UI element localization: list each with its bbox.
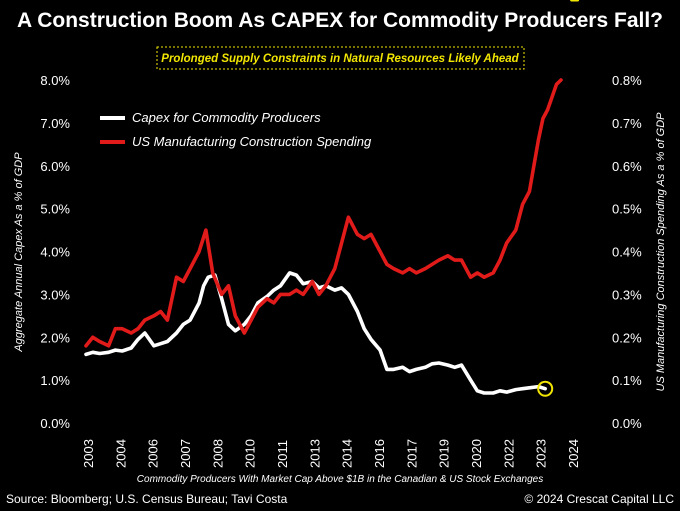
y-left-tick-label: 4.0% — [40, 245, 70, 260]
y-left-tick-label: 0.0% — [40, 416, 70, 431]
x-tick-label: 2011 — [275, 440, 290, 468]
y-left-tick-label: 3.0% — [40, 287, 70, 302]
y-right-tick-label: 0.3% — [612, 287, 642, 302]
subtitle-box — [156, 46, 525, 70]
y-right-tick-label: 0.0% — [612, 416, 642, 431]
x-tick-label: 2007 — [178, 439, 193, 468]
chart-subtitle: Prolonged Supply Constraints in Natural … — [161, 53, 519, 65]
y-left-tick-label: 8.0% — [40, 73, 70, 88]
x-tick-label: 2022 — [501, 439, 516, 468]
copyright-text: © 2024 Crescat Capital LLC — [524, 492, 674, 506]
x-axis-ticks: 2003 2004 2006 2007 2008 2010 2011 2013 2014 2016… — [81, 439, 581, 468]
x-tick-label: 2020 — [469, 439, 484, 468]
y-left-tick-label: 2.0% — [40, 330, 70, 345]
y-axis-right-label: US Manufacturing Construction Spending A… — [655, 112, 667, 392]
x-tick-label: 2013 — [307, 439, 322, 468]
y-left-tick-label: 6.0% — [40, 159, 70, 174]
y-right-tick-label: 0.8% — [612, 73, 642, 88]
y-left-tick-label: 5.0% — [40, 202, 70, 217]
x-axis-note: Commodity Producers With Market Cap Abov… — [137, 474, 543, 485]
source-text: Source: Bloomberg; U.S. Census Bureau; T… — [6, 492, 288, 506]
chart-title: A Construction Boom As CAPEX for Commodi… — [17, 9, 663, 32]
y-right-tick-label: 0.7% — [612, 116, 642, 131]
y-axis-left-label: Aggregate Annual Capex As a % of GDP — [13, 152, 25, 353]
x-tick-label: 2006 — [146, 439, 161, 468]
y-left-tick-label: 1.0% — [40, 373, 70, 388]
x-tick-label: 2010 — [243, 439, 258, 468]
y-axis-right-ticks: 0.0% 0.1% 0.2% 0.3% 0.4% 0.5% 0.6% 0.7% 0.8% — [612, 73, 642, 431]
series-layer — [84, 78, 563, 395]
y-right-tick-label: 0.6% — [612, 159, 642, 174]
x-tick-label: 2019 — [437, 439, 452, 468]
y-right-tick-label: 0.4% — [612, 245, 642, 260]
x-tick-label: 2008 — [210, 439, 225, 468]
x-tick-label: 2003 — [81, 439, 96, 468]
x-tick-label: 2016 — [372, 439, 387, 468]
x-tick-label: 2023 — [534, 439, 549, 468]
y-axis-left-ticks: 0.0% 1.0% 2.0% 3.0% 4.0% 5.0% 6.0% 7.0% 8.0% — [40, 73, 70, 431]
annotation-layer — [537, 0, 580, 397]
x-tick-label: 2014 — [340, 439, 355, 468]
y-right-tick-label: 0.2% — [612, 330, 642, 345]
legend: Capex for Commodity Producers US Manufac… — [100, 110, 372, 149]
x-tick-label: 2017 — [404, 439, 419, 468]
series-line-construction — [84, 78, 563, 348]
y-left-tick-label: 7.0% — [40, 116, 70, 131]
highlight-circle — [537, 380, 554, 397]
legend-label-capex: Capex for Commodity Producers — [132, 110, 321, 125]
x-tick-label: 2004 — [113, 439, 128, 468]
y-right-tick-label: 0.5% — [612, 202, 642, 217]
y-right-tick-label: 0.1% — [612, 373, 642, 388]
x-tick-label: 2024 — [566, 439, 581, 468]
legend-label-construction: US Manufacturing Construction Spending — [132, 134, 372, 149]
